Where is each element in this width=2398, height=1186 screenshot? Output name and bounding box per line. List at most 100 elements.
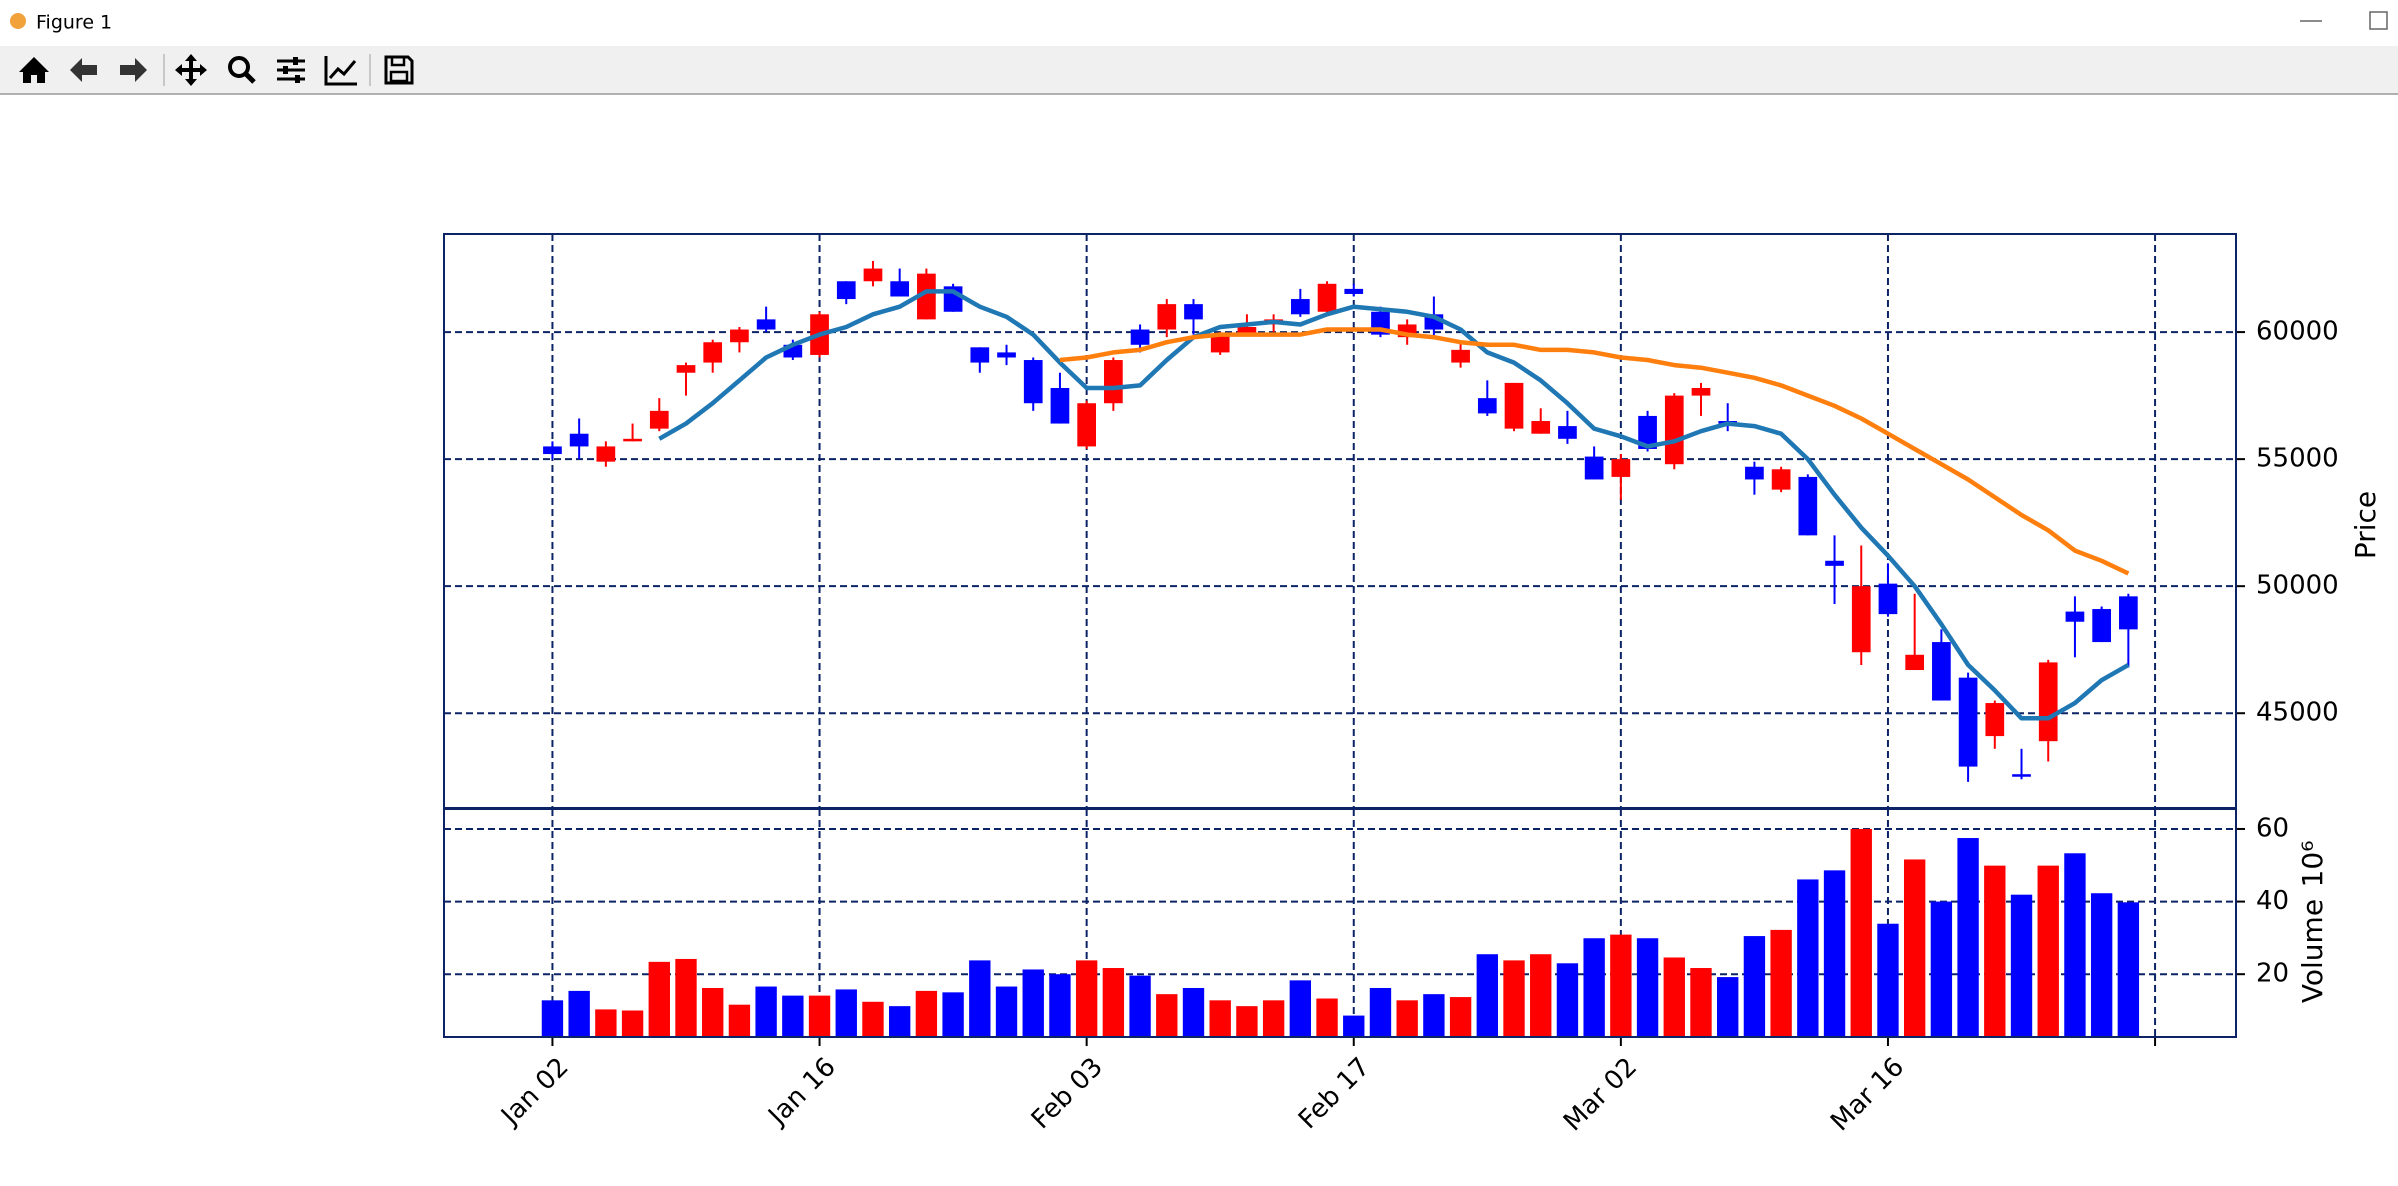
- candle-body: [1771, 469, 1791, 490]
- y-tick-label: 40: [2256, 886, 2289, 916]
- volume-bar: [675, 958, 697, 1037]
- candle-body: [1237, 326, 1257, 335]
- x-tick-label: Mar 02: [1558, 1052, 1643, 1137]
- candle-body: [543, 446, 562, 455]
- candle-body: [1317, 283, 1337, 312]
- candle-body: [1798, 476, 1818, 536]
- volume-bar: [1102, 968, 1125, 1037]
- pan-button[interactable]: [175, 54, 207, 86]
- volume-bar: [1343, 1015, 1365, 1037]
- volume-bar: [915, 990, 938, 1037]
- volume-bar: [1903, 859, 1926, 1037]
- y-tick-label: 55000: [2256, 444, 2339, 474]
- candle-body: [836, 281, 856, 300]
- configure-icon: [277, 59, 305, 81]
- candle-body: [1077, 403, 1097, 447]
- axes-frame: [443, 808, 2237, 1038]
- zoom-button[interactable]: [228, 56, 256, 84]
- volume-bar: [1717, 977, 1739, 1037]
- candle-body: [2065, 611, 2085, 622]
- candle-body: [676, 365, 696, 373]
- edit-axis-icon: [324, 56, 357, 86]
- candle-body: [1130, 329, 1150, 345]
- candle-body: [2119, 596, 2138, 630]
- candle-body: [1691, 387, 1711, 396]
- volume-bar: [1289, 980, 1312, 1037]
- volume-bar: [1823, 870, 1846, 1037]
- volume-bar: [648, 961, 670, 1037]
- volume-bar: [1316, 998, 1338, 1037]
- volume-bar: [1930, 901, 1953, 1037]
- moving-average-line: [658, 289, 2130, 721]
- volume-bar: [1797, 879, 1819, 1037]
- volume-bar: [1850, 828, 1872, 1037]
- edit-axis-line: [328, 60, 357, 79]
- y-tick-label: 20: [2256, 959, 2289, 989]
- pan-icon: [175, 54, 207, 86]
- volume-bar: [2010, 894, 2033, 1037]
- candle-body: [1905, 654, 1925, 671]
- volume-bar: [728, 1004, 751, 1037]
- candle-body: [569, 433, 589, 447]
- volume-bar: [862, 1001, 884, 1037]
- volume-bar: [782, 995, 804, 1037]
- candle-body: [997, 352, 1016, 358]
- volume-bar: [1476, 954, 1498, 1037]
- volume-bar: [1156, 994, 1178, 1037]
- home-button[interactable]: [19, 57, 49, 83]
- candle-body: [1023, 360, 1043, 404]
- candle-body: [1638, 415, 1657, 449]
- candle-body: [1104, 360, 1123, 404]
- volume-bar: [1049, 974, 1071, 1037]
- candle-body: [1985, 703, 2005, 737]
- home-icon: [19, 57, 49, 83]
- candle-body: [756, 319, 776, 330]
- volume-bar: [1556, 963, 1579, 1037]
- back-icon: [70, 58, 97, 82]
- zoom-icon-handle: [244, 72, 256, 84]
- volume-bar: [1690, 968, 1712, 1037]
- y-axis-label: Volume: [2296, 899, 2329, 1003]
- candle-body: [730, 329, 749, 343]
- volume-bar: [1369, 987, 1392, 1037]
- title-bar: [0, 0, 2398, 46]
- volume-bar: [1610, 934, 1632, 1037]
- volume-bar: [541, 1000, 564, 1037]
- candle-body: [1851, 586, 1871, 653]
- y-tick-label: 60: [2256, 813, 2289, 843]
- volume-bar: [1503, 960, 1525, 1037]
- edit-axis-button[interactable]: [324, 56, 357, 86]
- save-icon-slot: [390, 55, 406, 67]
- configure-knob: [293, 57, 298, 65]
- candle-body: [1611, 459, 1631, 477]
- volume-bar: [888, 1006, 911, 1037]
- x-tick-label: Jan 02: [494, 1052, 574, 1132]
- candle-body: [890, 281, 910, 297]
- candle-body: [863, 268, 883, 282]
- save-button[interactable]: [384, 55, 414, 85]
- configure-knob: [295, 75, 300, 83]
- maximize-button[interactable]: [2369, 11, 2388, 30]
- plot-area: 45000 50000 55000 60000 Price 20 40 60 Jan 02 Jan…: [443, 233, 2382, 1137]
- volume-bar: [1236, 1006, 1258, 1037]
- volume-bar: [2090, 893, 2113, 1037]
- back-button[interactable]: [70, 58, 97, 82]
- volume-bar: [1423, 994, 1445, 1037]
- candle-body: [2012, 774, 2031, 777]
- volume-bar: [1022, 969, 1044, 1037]
- candle-body: [1932, 642, 1951, 701]
- configure-button[interactable]: [277, 57, 305, 83]
- candle-body: [703, 342, 723, 363]
- volume-bar: [1770, 929, 1792, 1037]
- volume-bar: [702, 987, 724, 1037]
- volume-bar: [755, 986, 777, 1037]
- volume-bar: [2117, 902, 2140, 1037]
- x-tick-label: Mar 16: [1825, 1052, 1910, 1137]
- volume-bar: [1530, 954, 1552, 1037]
- zoom-icon: [228, 56, 250, 78]
- forward-button[interactable]: [120, 58, 147, 82]
- candle-body: [1451, 349, 1470, 363]
- volume-bar: [808, 995, 831, 1037]
- window-title: Figure 1: [36, 12, 112, 34]
